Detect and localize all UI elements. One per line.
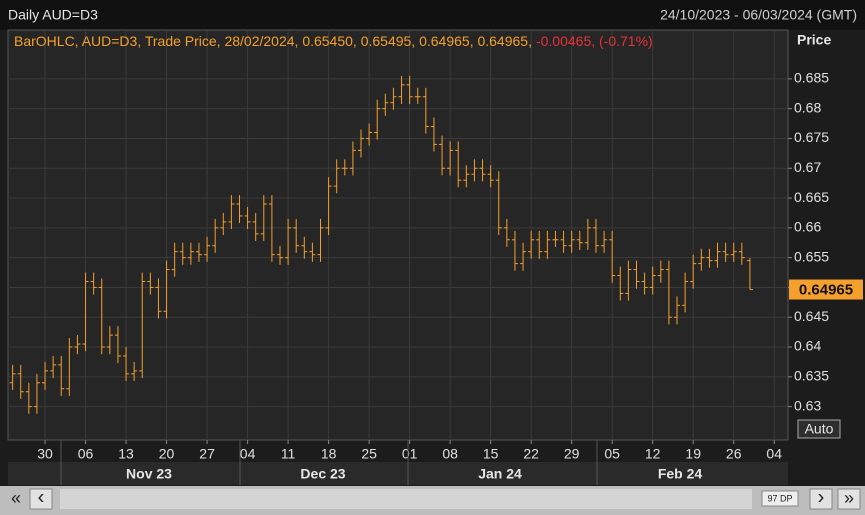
y-tick-label: 0.63 — [794, 397, 821, 413]
date-range: 24/10/2023 - 06/03/2024 (GMT) — [660, 7, 857, 23]
last-price-label: 0.64965 — [799, 281, 853, 298]
x-tick-label: 04 — [766, 446, 782, 462]
y-tick-label: 0.64 — [794, 338, 821, 354]
auto-button[interactable] — [797, 419, 841, 439]
y-tick-label: 0.66 — [794, 219, 821, 235]
last-button[interactable] — [837, 488, 861, 510]
x-tick-label: 29 — [564, 446, 580, 462]
y-tick-label: 0.635 — [794, 368, 829, 384]
x-tick-label: 19 — [685, 446, 701, 462]
x-tick-label: 18 — [321, 446, 337, 462]
prev-button[interactable] — [29, 488, 53, 510]
x-tick-label: 27 — [199, 446, 215, 462]
legend-change: -0.00465, (-0.71%) — [536, 33, 653, 49]
x-tick-label: 04 — [240, 446, 256, 462]
x-tick-label: 25 — [361, 446, 377, 462]
x-tick-label: 05 — [604, 446, 620, 462]
bars — [9, 75, 753, 414]
x-tick-label: 12 — [645, 446, 661, 462]
month-row — [8, 462, 788, 485]
last-price-box — [789, 279, 863, 300]
next-label[interactable]: › — [818, 486, 825, 508]
prev-label[interactable]: ‹ — [38, 486, 45, 508]
first-button[interactable]: « — [11, 488, 21, 508]
plot-area — [7, 29, 789, 441]
auto-label[interactable]: Auto — [805, 421, 834, 437]
y-tick-label: 0.655 — [794, 248, 829, 264]
y-tick-label: 0.675 — [794, 129, 829, 145]
y-tick-label: 0.68 — [794, 99, 821, 115]
points-label: 97 DP — [767, 493, 792, 503]
legend-text: BarOHLC, AUD=D3, Trade Price, 28/02/2024… — [14, 33, 532, 49]
next-button[interactable] — [809, 488, 833, 510]
month-label: Feb 24 — [658, 466, 703, 482]
y-tick-label: 0.645 — [794, 308, 829, 324]
y-tick-label: 0.67 — [794, 159, 821, 175]
x-tick-label: 20 — [159, 446, 175, 462]
chart-title: Daily AUD=D3 — [8, 7, 98, 23]
y-tick-label: 0.665 — [794, 189, 829, 205]
x-tick-label: 30 — [37, 446, 53, 462]
axis-title: Price — [797, 32, 831, 48]
x-tick-label: 08 — [442, 446, 458, 462]
x-tick-label: 26 — [726, 446, 742, 462]
scroll-track[interactable] — [60, 489, 752, 509]
month-label: Jan 24 — [478, 466, 522, 482]
legend: BarOHLC, AUD=D3, Trade Price, 28/02/2024… — [14, 33, 653, 49]
x-tick-label: 11 — [281, 446, 296, 462]
x-tick-label: 13 — [118, 446, 134, 462]
points-box — [761, 490, 799, 507]
top-bar — [0, 0, 865, 30]
month-label: Nov 23 — [126, 466, 172, 482]
x-tick-label: 22 — [523, 446, 539, 462]
last-label[interactable]: » — [844, 488, 854, 508]
y-tick-label: 0.685 — [794, 70, 829, 86]
x-tick-label: 01 — [402, 446, 418, 462]
x-tick-label: 06 — [78, 446, 94, 462]
month-label: Dec 23 — [300, 466, 345, 482]
x-tick-label: 15 — [483, 446, 499, 462]
